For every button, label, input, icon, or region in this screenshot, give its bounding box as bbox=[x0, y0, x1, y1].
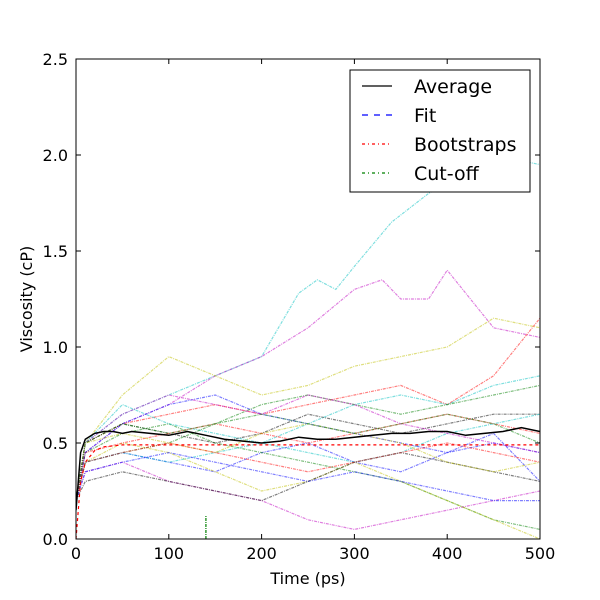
average-series-group bbox=[76, 426, 540, 511]
bootstrap-series-group bbox=[76, 154, 540, 539]
x-axis-ticks: 0 100 200 300 400 500 bbox=[71, 59, 555, 563]
y-axis-label: Viscosity (cP) bbox=[17, 246, 36, 353]
bootstrap-series-20 bbox=[76, 413, 540, 501]
fit-line bbox=[76, 444, 540, 539]
bootstrap-series-9 bbox=[76, 461, 540, 531]
y-tick-label: 0.5 bbox=[43, 434, 68, 453]
bootstrap-series-7 bbox=[76, 413, 540, 501]
bootstrap-series-12 bbox=[76, 394, 540, 501]
y-tick-label: 2.0 bbox=[43, 146, 68, 165]
bootstrap-series-3 bbox=[76, 317, 540, 501]
legend-label: Average bbox=[414, 76, 492, 98]
bootstrap-series-14 bbox=[76, 451, 540, 502]
legend-box bbox=[349, 69, 531, 193]
y-tick-label: 1.5 bbox=[43, 242, 68, 261]
bootstrap-series-10 bbox=[76, 442, 540, 539]
legend-label: Fit bbox=[414, 105, 436, 127]
bootstrap-series-15 bbox=[76, 413, 540, 501]
x-tick-label: 400 bbox=[432, 544, 463, 563]
y-tick-label: 0.0 bbox=[43, 530, 68, 549]
bootstrap-series-19 bbox=[76, 451, 540, 502]
x-tick-label: 300 bbox=[339, 544, 370, 563]
y-axis-ticks: 0.0 0.5 1.0 1.5 2.0 2.5 bbox=[43, 50, 540, 549]
legend-label: Bootstraps bbox=[414, 134, 517, 156]
bootstrap-series-18 bbox=[76, 442, 540, 501]
bootstrap-series-2 bbox=[76, 269, 540, 501]
bootstrap-series-1 bbox=[76, 154, 540, 501]
y-tick-label: 1.0 bbox=[43, 338, 68, 357]
bootstrap-series-16 bbox=[76, 394, 540, 501]
bootstrap-series-4 bbox=[76, 317, 540, 501]
bootstrap-series-8 bbox=[76, 375, 540, 501]
x-axis-label: Time (ps) bbox=[269, 569, 345, 588]
y-tick-label: 2.5 bbox=[43, 50, 68, 69]
x-tick-label: 100 bbox=[154, 544, 185, 563]
fit-series-group bbox=[76, 444, 540, 539]
x-tick-label: 0 bbox=[71, 544, 81, 563]
bootstrap-series-17 bbox=[76, 423, 540, 501]
bootstrap-series-5 bbox=[76, 432, 540, 501]
plot-frame bbox=[75, 58, 541, 540]
x-tick-label: 500 bbox=[525, 544, 556, 563]
legend: Average Fit Bootstraps Cut-off bbox=[349, 69, 531, 193]
average-line bbox=[76, 426, 540, 511]
bootstrap-series-6 bbox=[76, 423, 540, 530]
x-tick-label: 200 bbox=[246, 544, 277, 563]
legend-label: Cut-off bbox=[414, 163, 480, 185]
